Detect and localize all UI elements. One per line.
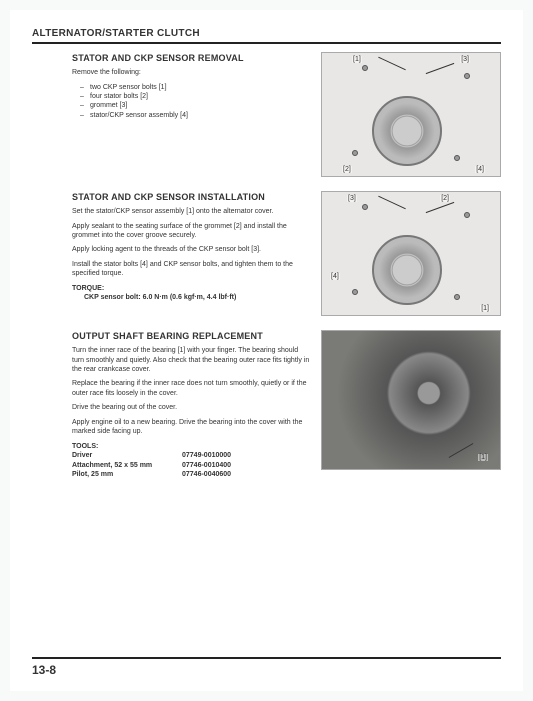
figure-stator-install: [3] [2] [4] [1] bbox=[321, 191, 501, 316]
body-text: Turn the inner race of the bearing [1] w… bbox=[72, 346, 311, 374]
tool-partnumber: 07746-0010400 bbox=[182, 461, 231, 470]
tools-label: TOOLS: bbox=[72, 442, 311, 451]
section-title: STATOR AND CKP SENSOR INSTALLATION bbox=[72, 191, 311, 203]
figure-bearing: [1] bbox=[321, 330, 501, 470]
tool-row: Attachment, 52 x 55 mm 07746-0010400 bbox=[72, 461, 311, 470]
page-number: 13-8 bbox=[32, 663, 501, 677]
body-text: Apply sealant to the seating surface of … bbox=[72, 222, 311, 241]
section-title: OUTPUT SHAFT BEARING REPLACEMENT bbox=[72, 330, 311, 342]
callout-label: [3] bbox=[347, 195, 357, 202]
body-text: Install the stator bolts [4] and CKP sen… bbox=[72, 260, 311, 279]
figure-stator-removal: [1] [3] [2] [4] bbox=[321, 52, 501, 177]
tool-partnumber: 07746-0040600 bbox=[182, 470, 231, 479]
callout-label: [2] bbox=[440, 195, 450, 202]
section-title: STATOR AND CKP SENSOR REMOVAL bbox=[72, 52, 311, 64]
list-item: grommet [3] bbox=[80, 101, 311, 110]
footer: 13-8 bbox=[32, 657, 501, 677]
intro-text: Remove the following: bbox=[72, 68, 311, 77]
list-item: two CKP sensor bolts [1] bbox=[80, 83, 311, 92]
callout-label: [1] bbox=[478, 454, 488, 461]
body-text: Drive the bearing out of the cover. bbox=[72, 403, 311, 412]
callout-label: [2] bbox=[342, 166, 352, 173]
tool-partnumber: 07749-0010000 bbox=[182, 451, 231, 460]
body-text: Set the stator/CKP sensor assembly [1] o… bbox=[72, 207, 311, 216]
section-bearing: OUTPUT SHAFT BEARING REPLACEMENT Turn th… bbox=[72, 330, 501, 479]
tool-name: Pilot, 25 mm bbox=[72, 470, 182, 479]
torque-value: CKP sensor bolt: 6.0 N·m (0.6 kgf·m, 4.4… bbox=[84, 293, 311, 302]
body-text: Apply locking agent to the threads of th… bbox=[72, 245, 311, 254]
tool-row: Pilot, 25 mm 07746-0040600 bbox=[72, 470, 311, 479]
body-text: Replace the bearing if the inner race do… bbox=[72, 379, 311, 398]
tool-row: Driver 07749-0010000 bbox=[72, 451, 311, 460]
section-installation: STATOR AND CKP SENSOR INSTALLATION Set t… bbox=[72, 191, 501, 316]
callout-label: [4] bbox=[330, 273, 340, 280]
body-text: Apply engine oil to a new bearing. Drive… bbox=[72, 418, 311, 437]
removal-list: two CKP sensor bolts [1] four stator bol… bbox=[80, 83, 311, 121]
page-header: ALTERNATOR/STARTER CLUTCH bbox=[32, 28, 501, 44]
section-removal: STATOR AND CKP SENSOR REMOVAL Remove the… bbox=[72, 52, 501, 177]
callout-label: [1] bbox=[480, 305, 490, 312]
tool-name: Driver bbox=[72, 451, 182, 460]
torque-label: TORQUE: bbox=[72, 284, 311, 293]
list-item: four stator bolts [2] bbox=[80, 92, 311, 101]
tool-name: Attachment, 52 x 55 mm bbox=[72, 461, 182, 470]
callout-label: [1] bbox=[352, 56, 362, 63]
callout-label: [4] bbox=[475, 166, 485, 173]
list-item: stator/CKP sensor assembly [4] bbox=[80, 111, 311, 120]
callout-label: [3] bbox=[460, 56, 470, 63]
